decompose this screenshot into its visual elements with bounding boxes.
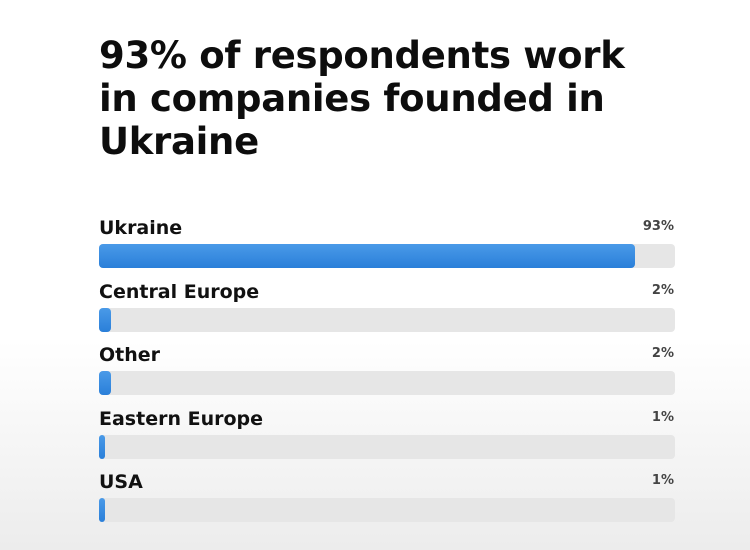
chart-title: 93% of respondents work in companies fou…	[99, 34, 625, 163]
bar-central-europe	[99, 307, 111, 332]
bar-value-usa: 1%	[651, 473, 674, 488]
bar-track-ukraine	[99, 244, 675, 268]
bar-label-eastern-europe: Eastern Europe	[99, 407, 264, 430]
bar-track-other	[99, 371, 675, 395]
bar-eastern-europe	[99, 434, 105, 459]
bar-value-eastern-europe: 1%	[651, 409, 674, 425]
bar-usa	[99, 498, 105, 522]
bar-label-central-europe: Central Europe	[99, 280, 260, 303]
bar-value-other: 2%	[651, 346, 674, 361]
bar-label-other: Other	[99, 344, 161, 366]
bar-ukraine	[99, 244, 635, 268]
bar-value-ukraine: 93%	[642, 219, 674, 234]
bar-value-central-europe: 2%	[651, 282, 674, 298]
bar-track-eastern-europe	[99, 434, 675, 459]
bar-track-usa	[99, 498, 675, 522]
bar-track-central-europe	[99, 307, 675, 332]
bar-label-ukraine: Ukraine	[99, 217, 183, 239]
bar-label-usa: USA	[99, 471, 143, 493]
bar-other	[99, 371, 111, 395]
